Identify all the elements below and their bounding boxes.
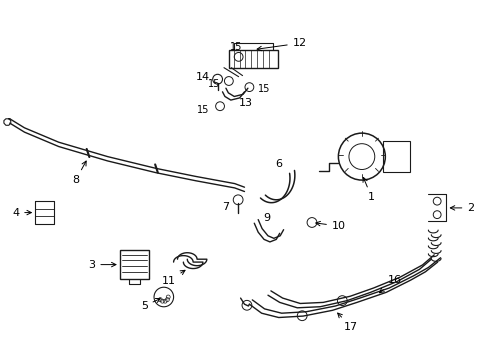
Text: 3: 3 [88,260,116,270]
Text: 15: 15 [257,84,270,94]
Text: 4: 4 [12,208,31,217]
Bar [382,141,409,172]
Text: 14: 14 [196,72,209,82]
Text: 7: 7 [222,202,229,212]
Text: 2: 2 [449,203,473,213]
Text: 11: 11 [162,270,184,286]
Bar [120,250,149,279]
Text: 15: 15 [196,105,209,115]
Text: 9: 9 [263,213,269,223]
Bar [228,50,277,68]
Text: 6: 6 [275,159,282,169]
Text: 17: 17 [337,313,357,332]
Text: 1: 1 [362,177,374,202]
Text: 5: 5 [141,298,160,311]
Text: 8: 8 [72,161,86,185]
Text: 12: 12 [257,38,306,51]
Text: 10: 10 [315,221,345,231]
Text: 15: 15 [207,79,220,89]
Text: 13: 13 [238,98,252,108]
Text: 16: 16 [379,275,401,293]
Text: 15: 15 [229,42,242,52]
